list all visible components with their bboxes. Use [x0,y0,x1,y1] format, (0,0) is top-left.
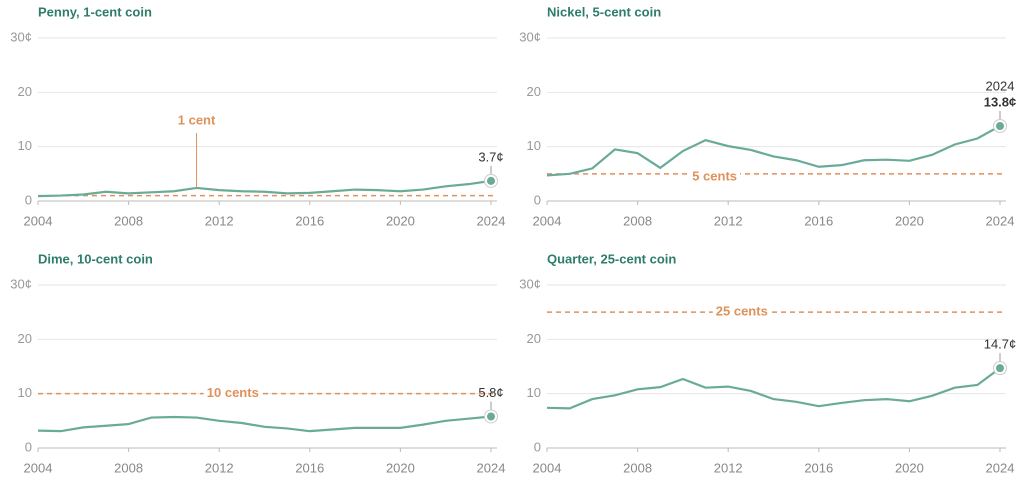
y-tick-label: 30¢ [10,29,32,44]
y-tick-label: 30¢ [10,276,32,291]
reference-label: 25 cents [716,304,768,319]
y-tick-label: 0 [25,439,32,454]
y-tick-label: 30¢ [519,276,541,291]
x-tick-label: 2016 [295,213,324,228]
reference-label: 10 cents [207,385,259,400]
y-tick-label: 20 [527,84,541,99]
x-tick-label: 2008 [114,460,143,475]
y-tick-label: 10 [18,138,32,153]
label-background [712,303,771,319]
y-tick-label: 20 [527,331,541,346]
y-tick-label: 20 [18,331,32,346]
x-tick-label: 2024 [477,460,506,475]
y-tick-label: 0 [25,192,32,207]
x-tick-label: 2004 [533,460,562,475]
y-tick-label: 30¢ [519,29,541,44]
data-line [37,179,492,198]
y-tick-label: 10 [527,138,541,153]
x-tick-label: 2016 [295,460,324,475]
data-line [546,367,1001,410]
label-background [203,385,262,401]
label-background [689,168,741,184]
value-label: 3.7¢ [478,149,503,164]
y-tick-label: 10 [527,385,541,400]
x-tick-label: 2012 [205,213,234,228]
value-label: 14.7¢ [984,337,1017,352]
panel-title: Dime, 10-cent coin [38,251,153,266]
data-line [37,415,492,433]
x-tick-label: 2020 [386,213,415,228]
value-label: 5.8¢ [478,385,503,400]
end-marker [487,176,495,185]
end-marker [996,122,1004,131]
x-tick-label: 2008 [114,213,143,228]
x-tick-label: 2024 [477,213,506,228]
x-tick-label: 2024 [986,213,1015,228]
x-tick-label: 2020 [386,460,415,475]
x-tick-label: 2004 [24,213,53,228]
x-tick-label: 2004 [533,213,562,228]
end-marker [487,412,495,421]
y-tick-label: 0 [534,439,541,454]
x-tick-label: 2020 [895,213,924,228]
reference-label: 5 cents [692,168,737,183]
y-tick-label: 20 [18,84,32,99]
x-tick-label: 2016 [804,213,833,228]
reference-label: 1 cent [178,112,216,127]
x-tick-label: 2012 [714,460,743,475]
panel-title: Penny, 1-cent coin [38,4,152,19]
annotation: 2024 [986,78,1015,93]
panel-title: Nickel, 5-cent coin [547,4,661,19]
value-label: 13.8¢ [984,94,1017,109]
x-tick-label: 2004 [24,460,53,475]
x-tick-label: 2012 [714,213,743,228]
x-tick-label: 2008 [623,213,652,228]
panel-title: Quarter, 25-cent coin [547,251,676,266]
data-line [546,125,1001,177]
end-marker [996,364,1004,373]
y-tick-label: 10 [18,385,32,400]
x-tick-label: 2008 [623,460,652,475]
x-tick-label: 2024 [986,460,1015,475]
x-tick-label: 2012 [205,460,234,475]
y-tick-label: 0 [534,192,541,207]
x-tick-label: 2016 [804,460,833,475]
x-tick-label: 2020 [895,460,924,475]
